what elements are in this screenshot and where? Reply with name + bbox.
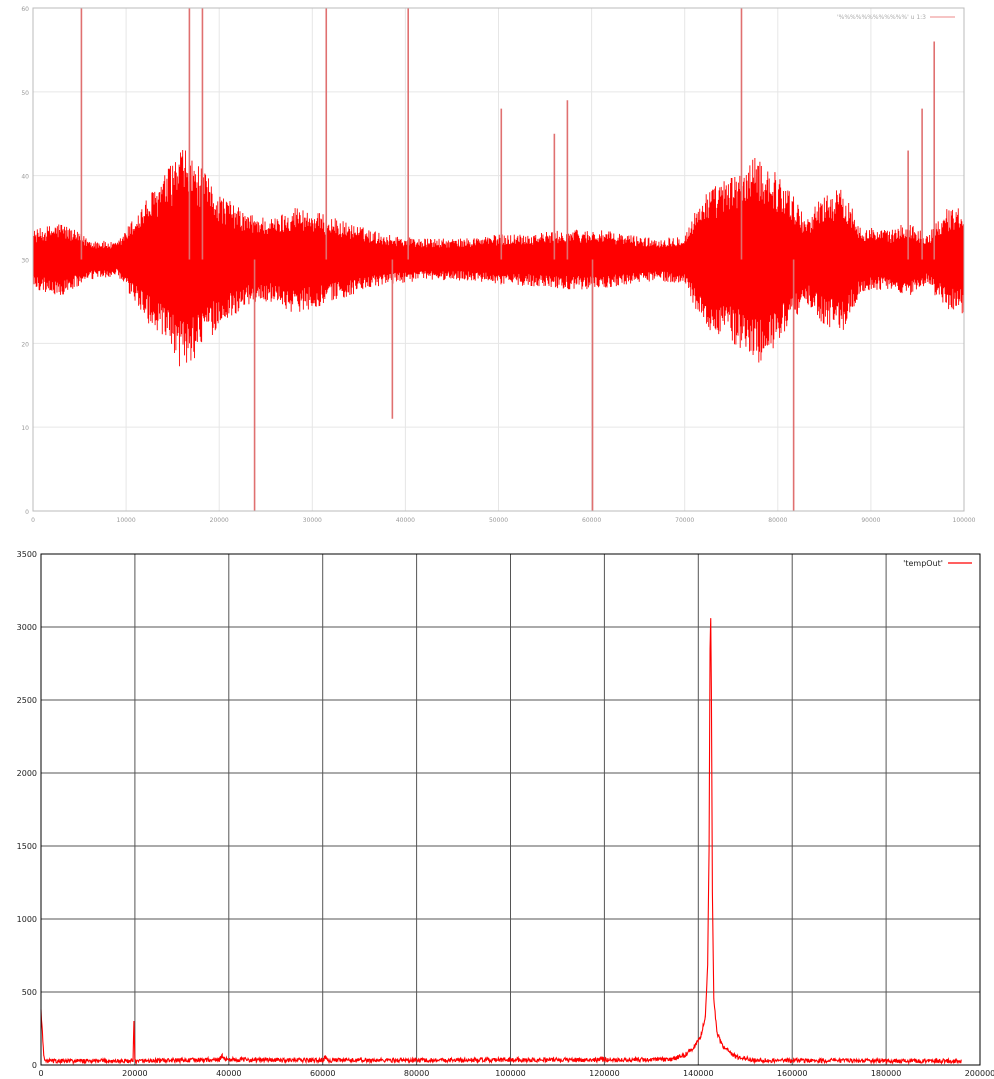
- spectrum-y-tick-label: 2500: [17, 696, 37, 705]
- signal-y-tick-label: 30: [21, 258, 29, 265]
- spectrum-chart: 0 500 1000 1500 2000 2500 3000 3500 0 20000 40000…: [17, 550, 994, 1078]
- signal-x-tick-label: 60000: [582, 517, 601, 524]
- signal-x-tick-label: 40000: [396, 517, 415, 524]
- signal-x-tick-label: 20000: [210, 517, 229, 524]
- spectrum-x-tick-label: 140000: [683, 1069, 714, 1078]
- spectrum-chart-y-ticks: 0 500 1000 1500 2000 2500 3000 3500: [17, 550, 37, 1070]
- spectrum-x-tick-label: 80000: [404, 1069, 429, 1078]
- signal-x-tick-label: 30000: [303, 517, 322, 524]
- signal-x-tick-label: 100000: [953, 517, 976, 524]
- signal-y-tick-label: 0: [25, 509, 29, 516]
- spectrum-x-tick-label: 40000: [216, 1069, 241, 1078]
- spectrum-x-tick-label: 160000: [777, 1069, 808, 1078]
- signal-x-tick-label: 50000: [489, 517, 508, 524]
- spectrum-chart-legend: 'tempOut': [903, 559, 972, 568]
- signal-chart-legend: '%%%%%%%%%%%%' u 1:3: [837, 14, 955, 21]
- signal-x-tick-label: 10000: [117, 517, 136, 524]
- spectrum-y-tick-label: 2000: [17, 769, 37, 778]
- spectrum-legend-label: 'tempOut': [903, 559, 943, 568]
- spectrum-x-tick-label: 200000: [965, 1069, 994, 1078]
- signal-y-tick-label: 10: [21, 425, 29, 432]
- spectrum-y-tick-label: 500: [22, 988, 37, 997]
- signal-chart: 0 10 20 30 40 50 60 0 10000 20000 30000 40000 50000…: [21, 6, 976, 524]
- spectrum-chart-frame: [40, 553, 981, 1066]
- signal-y-tick-label: 20: [21, 341, 29, 348]
- spectrum-y-tick-label: 1000: [17, 915, 37, 924]
- spectrum-x-tick-label: 60000: [310, 1069, 335, 1078]
- spectrum-series-line: [40, 618, 962, 1066]
- spectrum-x-tick-label: 120000: [589, 1069, 620, 1078]
- signal-x-tick-label: 70000: [675, 517, 694, 524]
- spectrum-x-tick-label: 180000: [871, 1069, 902, 1078]
- signal-chart-y-ticks: 0 10 20 30 40 50 60: [21, 6, 29, 516]
- signal-x-tick-label: 90000: [861, 517, 880, 524]
- signal-chart-frame: [32, 7, 965, 512]
- signal-x-tick-label: 0: [31, 517, 35, 524]
- signal-series-line: [32, 149, 965, 367]
- spectrum-x-tick-label: 100000: [495, 1069, 526, 1078]
- signal-legend-label: '%%%%%%%%%%%%' u 1:3: [837, 14, 926, 21]
- signal-chart-series: [32, 8, 965, 511]
- spectrum-y-tick-label: 3500: [17, 550, 37, 559]
- spectrum-chart-grid: [41, 554, 980, 1065]
- spectrum-chart-series: [40, 618, 962, 1066]
- spectrum-x-tick-label: 20000: [122, 1069, 147, 1078]
- signal-chart-x-ticks: 0 10000 20000 30000 40000 50000 60000 70000 8000…: [31, 517, 976, 524]
- spectrum-y-tick-label: 3000: [17, 623, 37, 632]
- signal-y-tick-label: 40: [21, 174, 29, 181]
- signal-x-tick-label: 80000: [768, 517, 787, 524]
- spectrum-x-tick-label: 0: [38, 1069, 43, 1078]
- signal-y-tick-label: 50: [21, 90, 29, 97]
- spectrum-y-tick-label: 0: [32, 1061, 37, 1070]
- spectrum-y-tick-label: 1500: [17, 842, 37, 851]
- spectrum-chart-x-ticks: 0 20000 40000 60000 80000 100000 120000 140000 1…: [38, 1069, 994, 1078]
- signal-y-tick-label: 60: [21, 6, 29, 13]
